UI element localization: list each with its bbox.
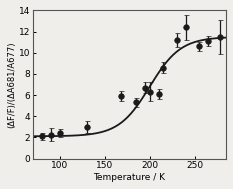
X-axis label: Temperature / K: Temperature / K bbox=[93, 173, 165, 182]
Y-axis label: (ΔF/F)/(ΔA681/A677): (ΔF/F)/(ΔA681/A677) bbox=[7, 41, 16, 128]
